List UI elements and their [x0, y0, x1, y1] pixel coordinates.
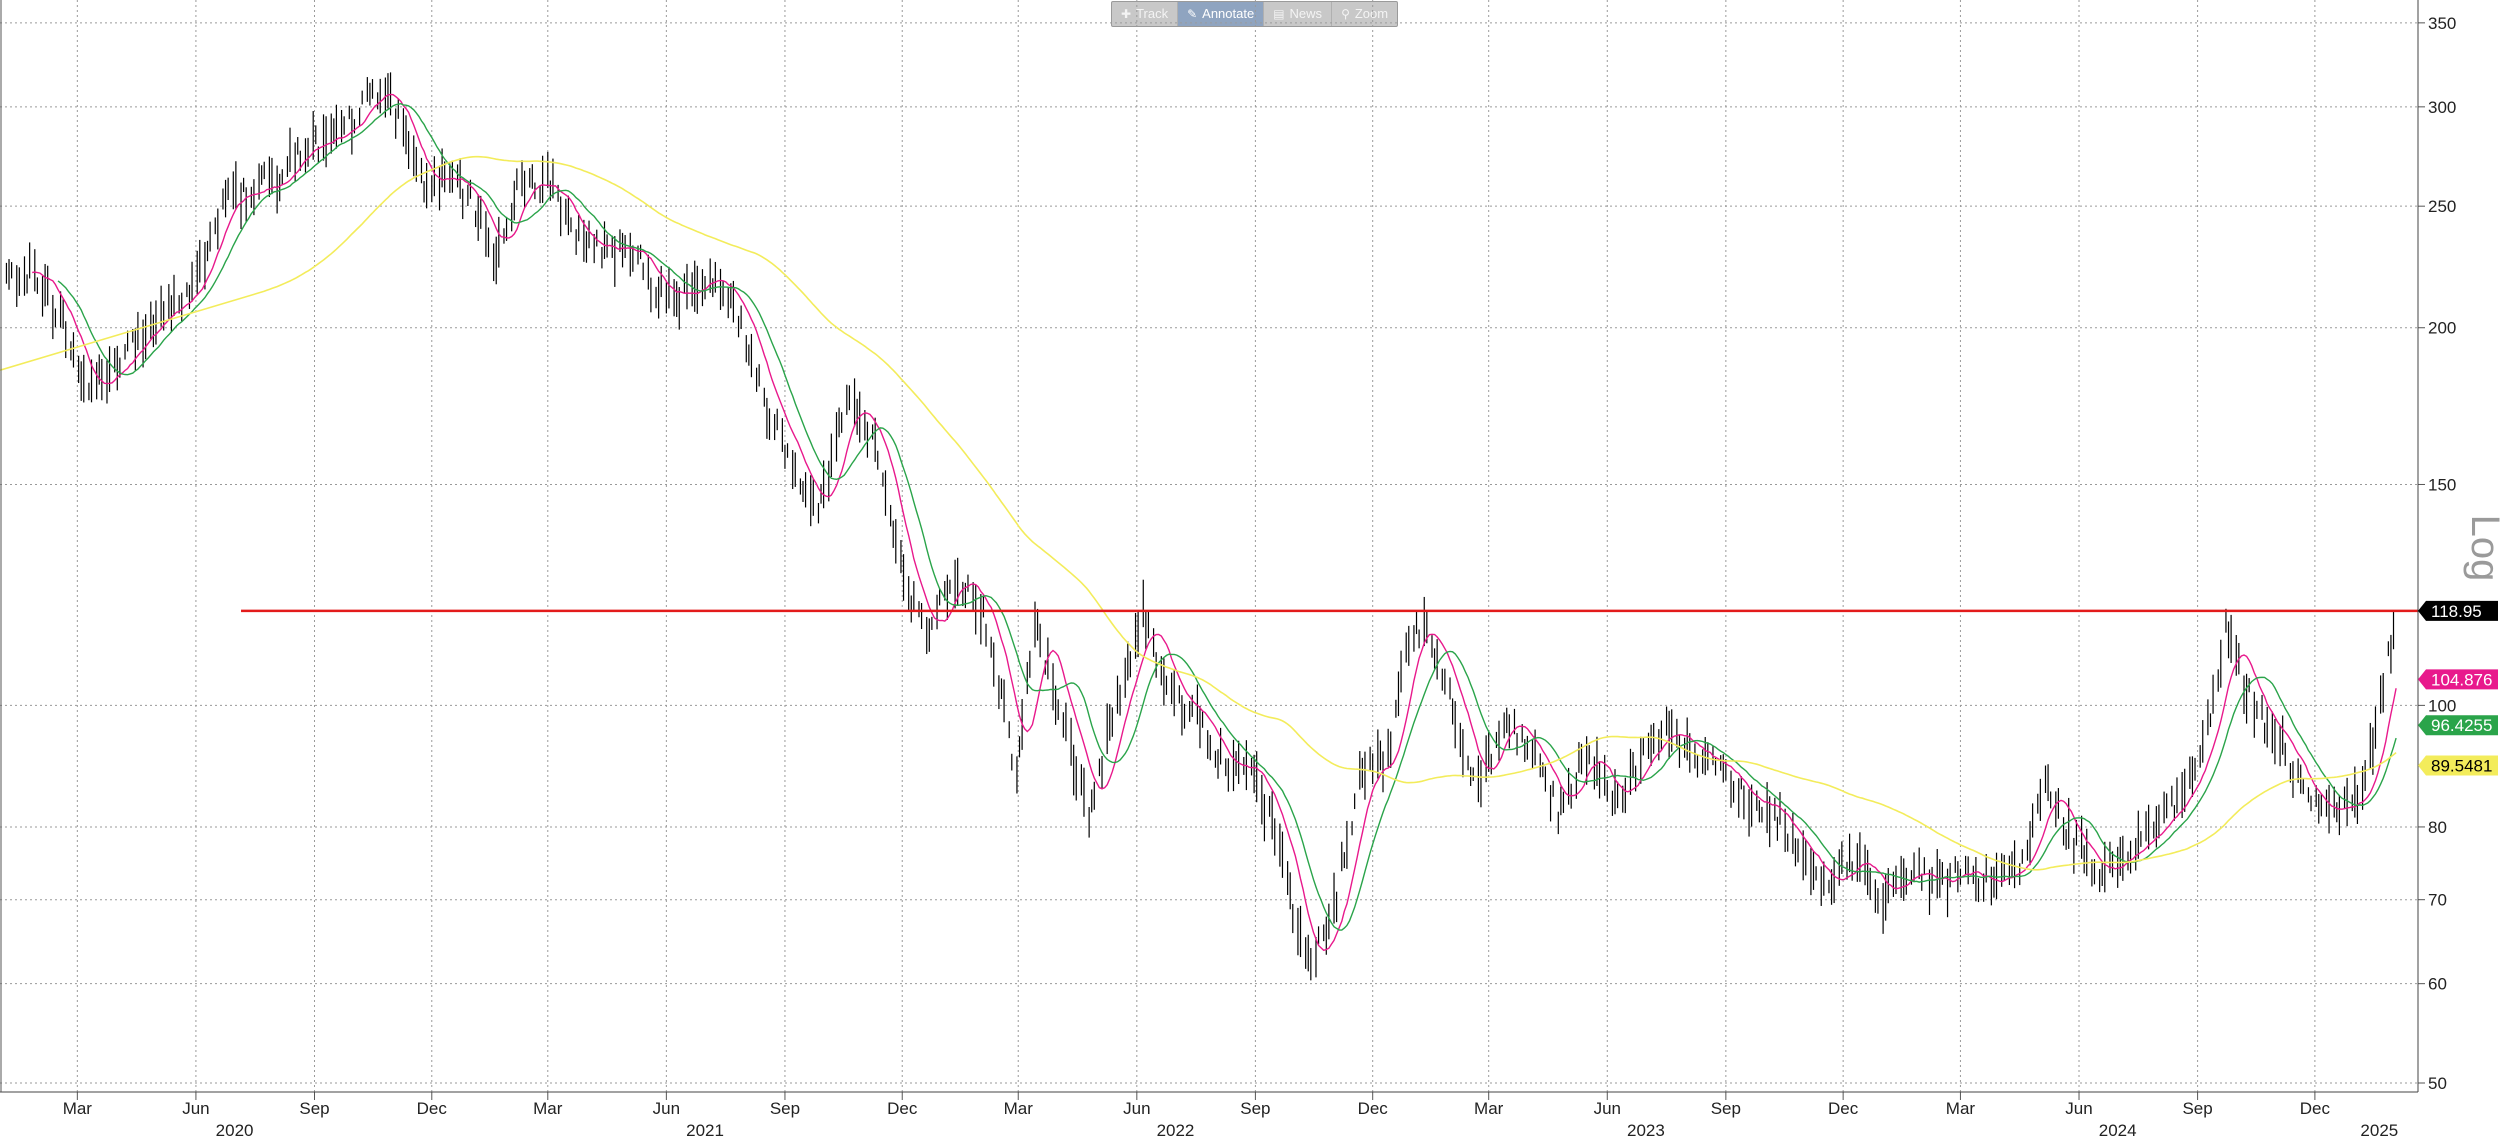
- x-year-label: 2025: [2360, 1121, 2398, 1140]
- news-label: News: [1289, 6, 1323, 21]
- y-tick-label: 50: [2428, 1074, 2447, 1093]
- x-month-label: Mar: [533, 1099, 563, 1118]
- x-month-label: Dec: [887, 1099, 918, 1118]
- last-price-tag-text: 118.95: [2431, 602, 2482, 621]
- x-month-label: Dec: [2300, 1099, 2331, 1118]
- pink-ma-tag: 104.876: [2418, 669, 2498, 690]
- grid: [0, 0, 2418, 1092]
- y-tick-label: 60: [2428, 975, 2447, 994]
- x-month-label: Jun: [1594, 1099, 1621, 1118]
- x-year-label: 2023: [1627, 1121, 1665, 1140]
- y-tick-label: 250: [2428, 197, 2456, 216]
- x-year-label: 2020: [216, 1121, 254, 1140]
- x-month-label: Dec: [417, 1099, 448, 1118]
- last-price-tag: 118.95: [2418, 600, 2498, 621]
- pink-ma-tag-text: 104.876: [2431, 670, 2492, 689]
- x-month-label: Jun: [2065, 1099, 2092, 1118]
- x-month-label: Sep: [770, 1099, 800, 1118]
- x-month-label: Mar: [63, 1099, 93, 1118]
- x-month-label: Dec: [1828, 1099, 1859, 1118]
- y-tick-label: 150: [2428, 475, 2456, 494]
- moving-average-green: [57, 102, 2397, 931]
- yellow-ma-tag-bg: [2418, 755, 2498, 776]
- annotate-button[interactable]: ✎ Annotate: [1178, 2, 1265, 26]
- green-ma-tag-bg: [2418, 715, 2498, 736]
- x-month-label: Sep: [1240, 1099, 1270, 1118]
- moving-average-pink: [32, 93, 2397, 952]
- yellow-ma-tag: 89.5481: [2418, 755, 2498, 776]
- pink-ma-tag-bg: [2418, 669, 2498, 690]
- value-tags: 118.95 104.876 96.4255 89.5481: [2418, 600, 2498, 776]
- x-month-label: Mar: [1474, 1099, 1504, 1118]
- yellow-ma-tag-text: 89.5481: [2431, 757, 2492, 776]
- green-ma-tag: 96.4255: [2418, 715, 2498, 736]
- x-year-label: 2021: [686, 1121, 724, 1140]
- x-month-label: Sep: [2182, 1099, 2212, 1118]
- track-label: Track: [1136, 6, 1169, 21]
- moving-averages: [0, 93, 2397, 952]
- x-year-label: 2022: [1157, 1121, 1195, 1140]
- x-month-label: Jun: [653, 1099, 680, 1118]
- log-scale-label: Log: [2463, 515, 2501, 582]
- x-month-label: Sep: [1711, 1099, 1741, 1118]
- y-tick-label: 100: [2428, 696, 2456, 715]
- news-icon: ▤: [1273, 7, 1285, 21]
- x-month-label: Mar: [1004, 1099, 1034, 1118]
- track-button[interactable]: ✚ Track: [1112, 2, 1179, 26]
- news-button[interactable]: ▤ News: [1264, 2, 1333, 26]
- x-year-label: 2024: [2099, 1121, 2137, 1140]
- moving-average-yellow: [0, 155, 2397, 871]
- y-tick-label: 350: [2428, 14, 2456, 33]
- zoom-label: Zoom: [1354, 6, 1389, 21]
- annotate-label: Annotate: [1202, 6, 1255, 21]
- y-tick-label: 70: [2428, 891, 2447, 910]
- x-month-label: Jun: [1123, 1099, 1150, 1118]
- x-month-label: Mar: [1946, 1099, 1976, 1118]
- magnifier-icon: ⚲: [1341, 7, 1350, 21]
- chart-toolbar: ✚ Track ✎ Annotate ▤ News ⚲ Zoom: [1111, 1, 1399, 27]
- pencil-icon: ✎: [1187, 7, 1198, 21]
- x-month-label: Dec: [1358, 1099, 1389, 1118]
- y-tick-label: 80: [2428, 818, 2447, 837]
- last-price-tag-bg: [2418, 600, 2498, 621]
- y-tick-label: 200: [2428, 319, 2456, 338]
- zoom-button[interactable]: ⚲ Zoom: [1332, 2, 1397, 26]
- price-bars: [5, 72, 2395, 981]
- x-month-label: Sep: [299, 1099, 329, 1118]
- y-tick-label: 300: [2428, 98, 2456, 117]
- crosshair-icon: ✚: [1121, 7, 1132, 21]
- green-ma-tag-text: 96.4255: [2431, 716, 2492, 735]
- x-month-label: Jun: [182, 1099, 209, 1118]
